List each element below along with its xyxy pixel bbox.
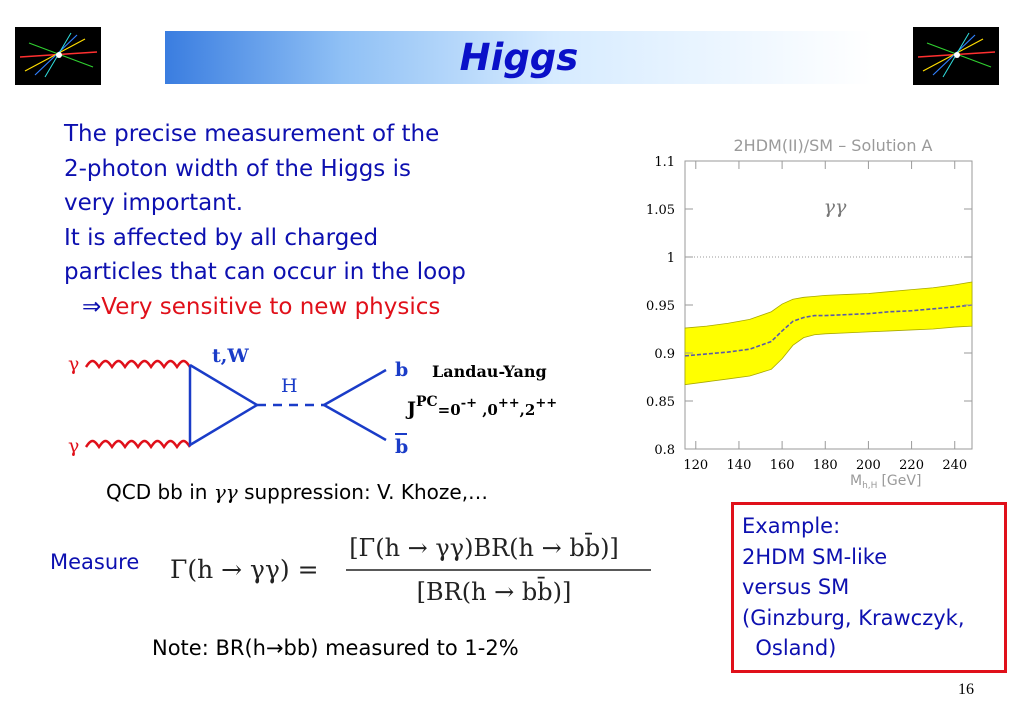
example-line-2: 2HDM SM-like: [742, 544, 888, 569]
landau-yang-title: Landau-Yang: [432, 362, 547, 381]
width-formula: Γ(h → γγ) = [Γ(h → γγ)BR(h → bb̄)] [BR(h…: [170, 533, 651, 606]
y-axis-ticks: 0.8 0.85 0.9 0.95 1 1.05 1.1: [646, 155, 972, 458]
measure-label: Measure: [50, 550, 140, 574]
y-tick-label: 1.1: [654, 155, 675, 170]
x-tick-label: 160: [770, 458, 795, 473]
intro-line-5: particles that can occur in the loop: [64, 259, 466, 285]
intro-conclusion: ⇒Very sensitive to new physics: [64, 290, 584, 325]
intro-line-1: The precise measurement of the: [64, 121, 440, 147]
bbar-label: b: [395, 436, 408, 458]
y-tick-label: 1.05: [646, 203, 675, 218]
example-line-1: Example:: [742, 514, 841, 538]
x-axis-label: Mh,H [GeV]: [850, 473, 921, 491]
b-label: b: [395, 359, 408, 381]
uncertainty-band: [684, 281, 973, 386]
example-line-4: (Ginzburg, Krawczyk,: [742, 605, 965, 630]
gamma-gamma-annotation: γγ: [824, 196, 847, 218]
photon-line-bottom: [84, 439, 192, 450]
note-text: Note: BR(h→bb) measured to 1-2%: [152, 636, 519, 660]
bbar-quark-line: [323, 403, 387, 442]
b-quark-line: [323, 368, 387, 407]
x-tick-label: 180: [813, 458, 838, 473]
feynman-diagram: γ γ t,W H b b Landau-Yang JPC=0-+ ,0++,2…: [68, 345, 557, 458]
x-tick-label: 220: [899, 458, 924, 473]
chart-title: 2HDM(II)/SM – Solution A: [734, 136, 933, 155]
event-display-logo-left: [15, 27, 101, 85]
x-tick-label: 120: [683, 458, 708, 473]
x-tick-label: 240: [942, 458, 967, 473]
intro-line-2: 2-photon width of the Higgs is: [64, 155, 411, 182]
y-tick-label: 0.8: [654, 443, 675, 458]
formula-lhs: Γ(h → γγ) =: [170, 555, 319, 584]
gamma-bottom-label: γ: [68, 435, 79, 457]
landau-yang-rule: JPC=0-+ ,0++,2++: [405, 394, 557, 420]
x-tick-label: 140: [727, 458, 752, 473]
fermion-loop-triangle: [188, 363, 260, 448]
formula-denominator: [BR(h → bb̄)]: [417, 577, 572, 606]
ratio-chart: 2HDM(II)/SM – Solution A 0.8 0.85 0.9 0.95 1…: [646, 136, 973, 491]
loop-label: t,W: [212, 345, 249, 367]
intro-text: The precise measurement of the 2-photon …: [64, 117, 584, 324]
page-number: 16: [958, 681, 974, 698]
intro-line-4: It is affected by all charged: [64, 224, 379, 251]
central-curve: [684, 304, 973, 357]
higgs-label: H: [281, 375, 298, 397]
qcd-suppression-text: QCD bb in γγ suppression: V. Khoze,…: [106, 480, 489, 504]
event-display-logo-right: [913, 27, 999, 85]
y-tick-label: 1: [667, 251, 675, 266]
example-line-3: versus SM: [742, 575, 850, 599]
intro-line-3: very important.: [64, 190, 244, 216]
formula-numerator: [Γ(h → γγ)BR(h → bb̄)]: [349, 533, 619, 562]
example-box: Example: 2HDM SM-like versus SM (Ginzbur…: [731, 502, 1007, 673]
example-line-5: Osland): [742, 636, 837, 660]
title-bar: Higgs: [165, 31, 873, 84]
slide-title: Higgs: [459, 36, 579, 79]
photon-line-top: [84, 359, 192, 370]
gamma-top-label: γ: [68, 353, 79, 375]
x-axis-ticks: 120 140 160 180 200 220 240: [683, 161, 967, 473]
y-tick-label: 0.9: [654, 347, 675, 362]
conclusion-text: Very sensitive to new physics: [101, 293, 441, 320]
y-tick-label: 0.85: [646, 395, 675, 410]
implies-arrow: ⇒: [82, 293, 102, 320]
y-tick-label: 0.95: [646, 299, 675, 314]
x-tick-label: 200: [856, 458, 881, 473]
